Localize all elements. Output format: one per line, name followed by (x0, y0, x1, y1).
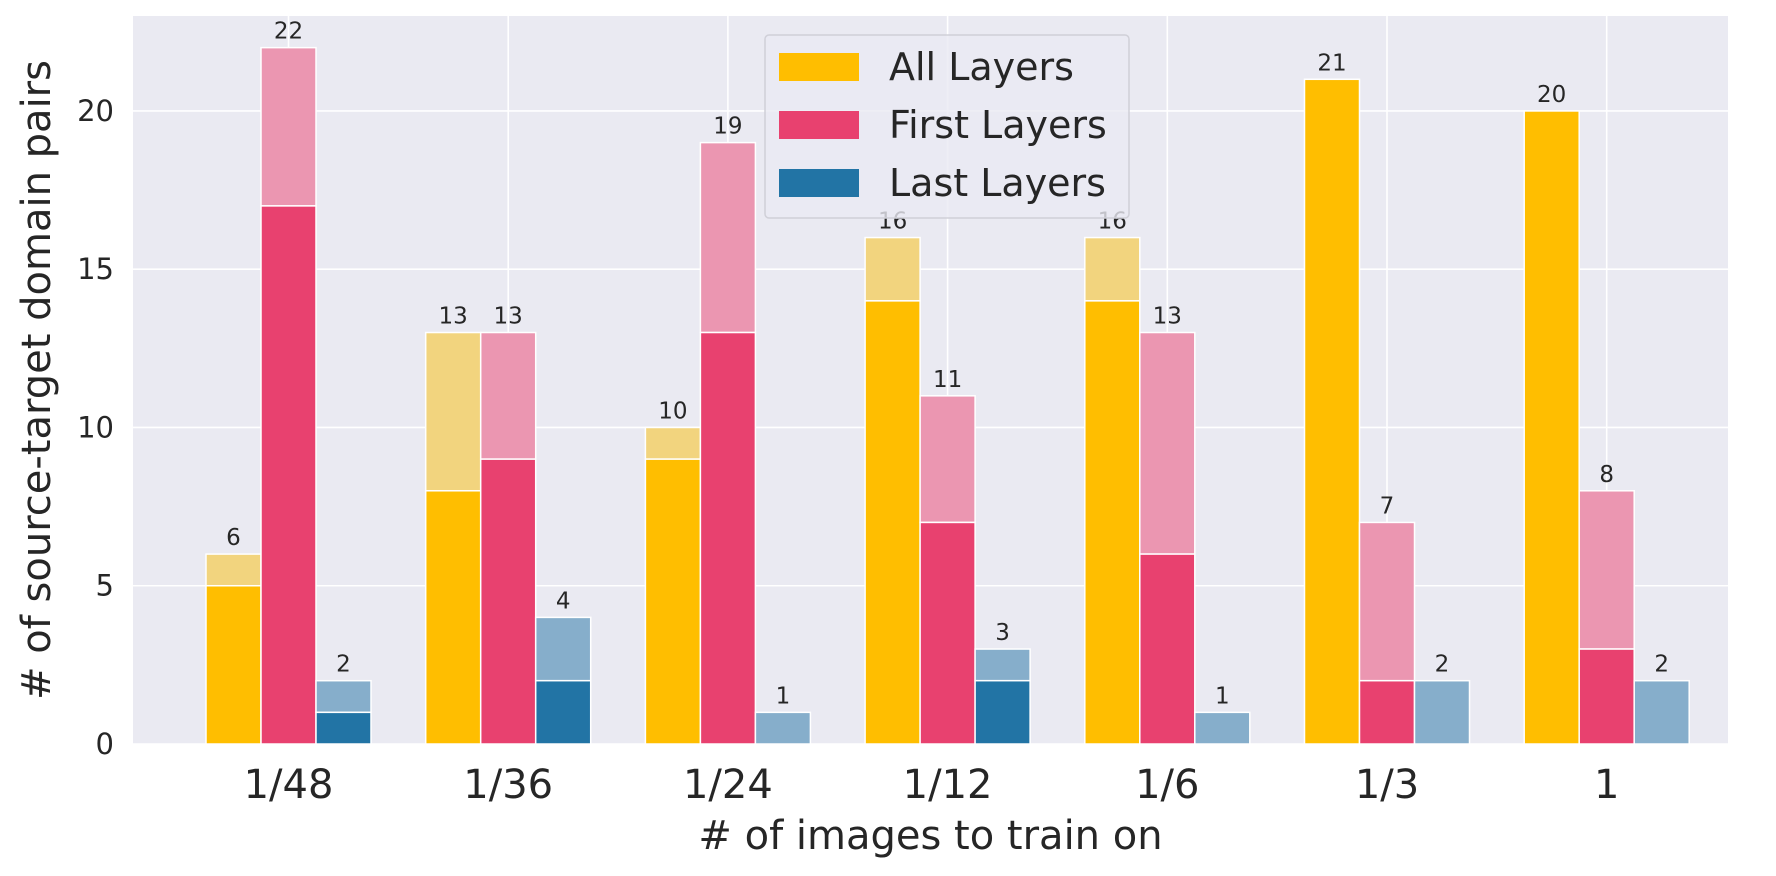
bar-label-s2-c2: 1 (776, 683, 791, 709)
bar-label-s0-c2: 10 (658, 398, 687, 424)
y-tick-label-0: 0 (96, 727, 114, 761)
bar-label-s2-c3: 3 (995, 620, 1010, 646)
legend-swatch-1 (779, 111, 859, 139)
bar-light-s2-c0 (315, 679, 372, 714)
bar-light-s2-c2 (754, 711, 812, 745)
bar-solid-s0-c1 (424, 490, 482, 745)
bar-light-s1-c5 (1358, 521, 1416, 682)
x-tick-label-1: 1/36 (463, 762, 553, 808)
x-axis-label: # of images to train on (698, 813, 1162, 859)
bar-solid-s1-c6 (1578, 648, 1635, 745)
bar-solid-s1-c1 (479, 458, 537, 745)
y-tick-label-3: 15 (77, 252, 114, 286)
y-tick-label-1: 5 (96, 569, 114, 603)
x-tick-label-4: 1/6 (1135, 762, 1199, 808)
bar-light-s2-c6 (1633, 679, 1690, 745)
legend: All Layers First Layers Last Layers (764, 34, 1130, 219)
bar-solid-s1-c3 (919, 521, 976, 745)
x-tick-label-2: 1/24 (683, 762, 773, 808)
bar-label-s2-c4: 1 (1215, 683, 1230, 709)
bar-light-s1-c3 (919, 395, 976, 524)
legend-swatch-2 (779, 169, 859, 197)
x-axis-ticks: 1/48 1/36 1/24 1/12 1/6 1/3 1 (244, 762, 1620, 808)
bar-solid-s0-c5 (1303, 78, 1361, 745)
bar-light-s2-c1 (534, 616, 592, 682)
bar-light-s2-c3 (974, 648, 1031, 682)
x-tick-label-5: 1/3 (1355, 762, 1419, 808)
bar-solid-s0-c0 (205, 584, 262, 745)
bar-light-s0-c0 (205, 553, 262, 587)
bar-label-s1-c6: 8 (1599, 462, 1614, 488)
bar-solid-s1-c0 (260, 205, 317, 745)
bar-label-s0-c5: 21 (1317, 50, 1346, 76)
y-axis-label: # of source-target domain pairs (14, 60, 60, 700)
bar-label-s0-c0: 6 (226, 525, 241, 551)
bar-label-s1-c2: 19 (713, 114, 742, 140)
bar-label-s2-c6: 2 (1654, 652, 1669, 678)
bar-light-s1-c0 (260, 46, 317, 207)
bar-label-s1-c5: 7 (1380, 493, 1395, 519)
y-tick-label-2: 10 (77, 410, 114, 444)
bar-solid-s0-c6 (1523, 110, 1580, 745)
legend-label-0: All Layers (889, 45, 1074, 89)
bar-solid-s1-c4 (1139, 553, 1196, 745)
bar-label-s2-c5: 2 (1435, 652, 1450, 678)
bar-light-s1-c2 (699, 141, 757, 334)
legend-label-1: First Layers (889, 103, 1107, 147)
bar-label-s1-c4: 13 (1153, 304, 1182, 330)
bar-light-s2-c4 (1194, 711, 1251, 745)
bar-light-s0-c3 (864, 236, 921, 302)
bar-light-s1-c1 (479, 331, 537, 460)
x-tick-label-6: 1 (1594, 762, 1619, 808)
bar-label-s0-c6: 20 (1537, 82, 1566, 108)
bar-label-s1-c0: 22 (274, 19, 303, 45)
bar-label-s1-c1: 13 (494, 304, 523, 330)
bar-label-s2-c0: 2 (336, 652, 351, 678)
bar-solid-s2-c3 (974, 679, 1031, 745)
bars (205, 46, 1690, 745)
legend-label-2: Last Layers (889, 161, 1106, 205)
bar-light-s2-c5 (1413, 679, 1471, 745)
bar-solid-s2-c1 (534, 679, 592, 745)
bar-light-s0-c2 (644, 426, 702, 460)
bar-label-s0-c1: 13 (439, 304, 468, 330)
bar-label-s2-c1: 4 (556, 588, 571, 614)
y-tick-label-4: 20 (77, 94, 114, 128)
bar-light-s1-c6 (1578, 490, 1635, 650)
bar-solid-s1-c5 (1358, 679, 1416, 745)
legend-swatch-0 (779, 53, 859, 81)
bar-solid-s1-c2 (699, 331, 757, 745)
x-tick-label-0: 1/48 (244, 762, 334, 808)
y-axis-ticks: 0 5 10 15 20 (77, 94, 114, 761)
bar-label-s1-c3: 11 (933, 367, 962, 393)
bar-light-s0-c4 (1084, 236, 1141, 302)
bar-solid-s0-c4 (1084, 300, 1141, 745)
bar-solid-s0-c2 (644, 458, 702, 745)
x-tick-label-3: 1/12 (903, 762, 993, 808)
bar-solid-s0-c3 (864, 300, 921, 745)
bar-light-s0-c1 (424, 331, 482, 492)
bar-solid-s2-c0 (315, 711, 372, 745)
bar-light-s1-c4 (1139, 331, 1196, 555)
